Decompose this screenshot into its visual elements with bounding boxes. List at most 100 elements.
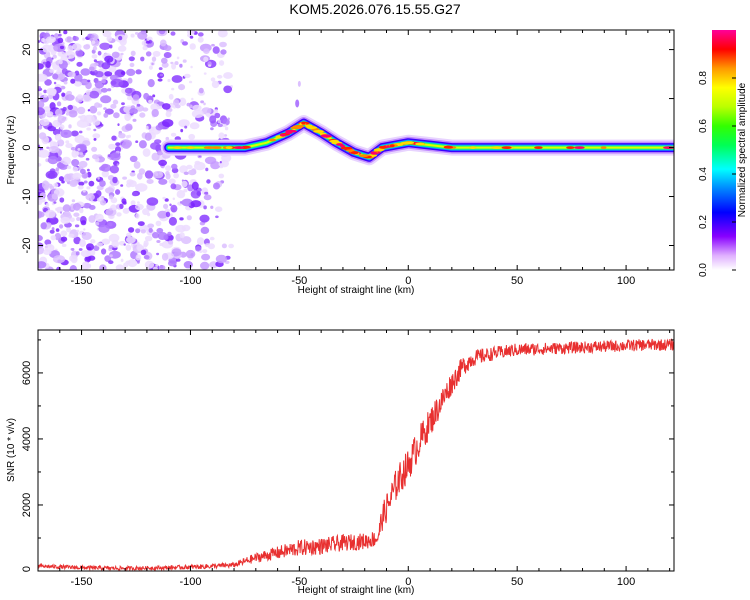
ridge-hotspot xyxy=(185,146,195,150)
top-ylabel: Frequency (Hz) xyxy=(6,116,17,185)
snr-plot-area xyxy=(38,338,674,571)
noise-blob xyxy=(76,229,80,233)
noise-blob xyxy=(69,255,78,262)
noise-blob xyxy=(100,87,108,93)
noise-blob xyxy=(111,135,117,141)
noise-blob xyxy=(209,115,217,124)
x-tick-label: -50 xyxy=(291,576,307,588)
noise-blob xyxy=(103,107,107,110)
noise-blob xyxy=(108,233,120,243)
noise-blob xyxy=(52,54,57,59)
noise-blob xyxy=(66,90,72,96)
noise-blob xyxy=(38,100,45,109)
noise-blob xyxy=(43,94,48,98)
snr-point xyxy=(560,348,561,349)
noise-blob xyxy=(223,72,233,79)
noise-blob xyxy=(126,96,132,101)
noise-blob xyxy=(48,123,52,127)
noise-blob xyxy=(195,246,202,252)
noise-blob xyxy=(205,167,209,172)
noise-blob xyxy=(161,103,171,110)
noise-blob xyxy=(59,224,64,229)
x-tick-label: -150 xyxy=(71,576,93,588)
noise-blob xyxy=(115,142,121,147)
x-tick-label: 0 xyxy=(405,576,411,588)
noise-blob xyxy=(165,136,170,141)
noise-blob xyxy=(89,105,98,114)
snr-point xyxy=(390,498,391,499)
noise-blob xyxy=(116,163,120,166)
noise-blob xyxy=(129,155,138,163)
noise-blob xyxy=(201,253,211,261)
noise-blob xyxy=(145,51,152,57)
colorbar-tick-label: 0.4 xyxy=(698,167,709,181)
noise-blob xyxy=(170,183,177,190)
noise-blob xyxy=(163,45,172,51)
noise-blob xyxy=(46,111,54,117)
noise-blob xyxy=(77,106,86,115)
noise-blob xyxy=(179,165,188,174)
noise-blob xyxy=(74,81,82,87)
noise-blob xyxy=(136,103,141,107)
noise-blob xyxy=(53,182,59,188)
colorbar xyxy=(712,30,736,270)
ridge-hotspot xyxy=(203,146,214,150)
noise-blob xyxy=(186,102,191,107)
noise-blob xyxy=(93,62,99,67)
noise-blob xyxy=(83,228,86,231)
noise-blob xyxy=(39,118,50,126)
noise-blob xyxy=(208,64,212,67)
noise-blob xyxy=(147,212,151,217)
noise-blob xyxy=(176,190,186,199)
noise-blob xyxy=(168,240,174,245)
noise-blob xyxy=(125,123,133,131)
noise-blob xyxy=(77,185,84,190)
noise-blob xyxy=(66,55,69,58)
noise-blob xyxy=(72,166,79,172)
ridge-hotspot xyxy=(663,146,674,149)
noise-blob xyxy=(59,197,65,203)
noise-blob xyxy=(188,133,196,140)
noise-blob xyxy=(63,211,71,217)
noise-blob xyxy=(90,239,96,244)
noise-blob xyxy=(38,40,41,43)
noise-blob xyxy=(74,135,86,144)
noise-blob xyxy=(186,164,193,170)
noise-blob xyxy=(122,207,130,214)
colorbar-ticks: 0.0 0.2 0.4 0.6 0.8 xyxy=(698,71,736,277)
noise-blob xyxy=(61,92,66,97)
noise-blob xyxy=(218,132,225,139)
noise-blob xyxy=(42,44,52,53)
noise-blob xyxy=(163,203,169,209)
noise-blob xyxy=(158,178,168,185)
noise-blob xyxy=(179,63,183,68)
y-tick-label: 0 xyxy=(21,144,33,150)
noise-blob xyxy=(203,56,209,62)
ridge-hotspot xyxy=(172,146,183,150)
noise-blob xyxy=(173,99,180,106)
y-tick-label: 2000 xyxy=(21,493,33,517)
noise-blob xyxy=(109,254,113,258)
noise-blob xyxy=(170,132,177,137)
chart-title: KOM5.2026.076.15.55.G27 xyxy=(289,1,460,17)
noise-blob xyxy=(162,119,174,127)
noise-blob xyxy=(152,232,160,239)
noise-blob xyxy=(148,65,153,70)
noise-blob xyxy=(167,231,172,236)
noise-blob xyxy=(186,215,192,221)
noise-blob xyxy=(38,73,48,82)
noise-blob xyxy=(72,172,82,180)
noise-blob xyxy=(40,222,47,230)
noise-blob xyxy=(70,78,76,84)
noise-blob xyxy=(120,71,126,75)
noise-blob xyxy=(144,132,152,141)
noise-blob xyxy=(100,199,107,206)
noise-blob xyxy=(120,184,124,187)
noise-blob xyxy=(220,49,227,55)
ridge-hotspot xyxy=(340,146,353,150)
noise-blob xyxy=(215,254,227,264)
noise-blob xyxy=(64,173,72,183)
noise-blob xyxy=(67,104,74,111)
noise-blob xyxy=(60,236,68,242)
noise-blob xyxy=(57,115,66,124)
